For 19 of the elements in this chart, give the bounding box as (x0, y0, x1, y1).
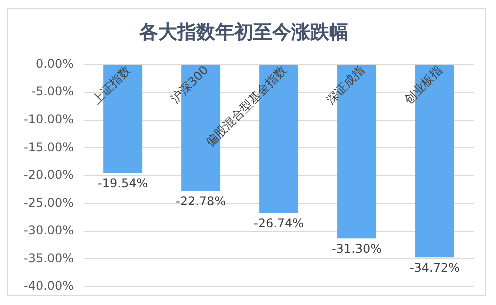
data-label: -31.30% (332, 242, 382, 256)
x-tick-label: 沪深300 (168, 63, 212, 106)
data-label: -26.74% (254, 216, 304, 230)
y-tick-label: -35.00% (24, 251, 74, 266)
x-tick-label: 上证指数 (90, 63, 134, 108)
data-label: -22.78% (176, 194, 226, 208)
y-tick-label: -40.00% (24, 279, 74, 294)
x-tick-label: 创业板指 (402, 63, 446, 108)
x-tick-label: 深证成指 (324, 63, 368, 108)
data-label: -19.54% (98, 176, 148, 190)
y-tick-label: -10.00% (24, 112, 74, 126)
y-tick-label: 0.00% (36, 56, 74, 71)
y-tick-label: -20.00% (24, 168, 74, 182)
data-label: -34.72% (410, 260, 460, 275)
chart-title: 各大指数年初至今涨跌幅 (138, 21, 348, 44)
y-tick-label: -5.00% (32, 84, 74, 99)
y-tick-label: -30.00% (24, 224, 74, 238)
y-tick-label: -25.00% (24, 196, 74, 210)
y-tick-label: -15.00% (24, 140, 74, 154)
